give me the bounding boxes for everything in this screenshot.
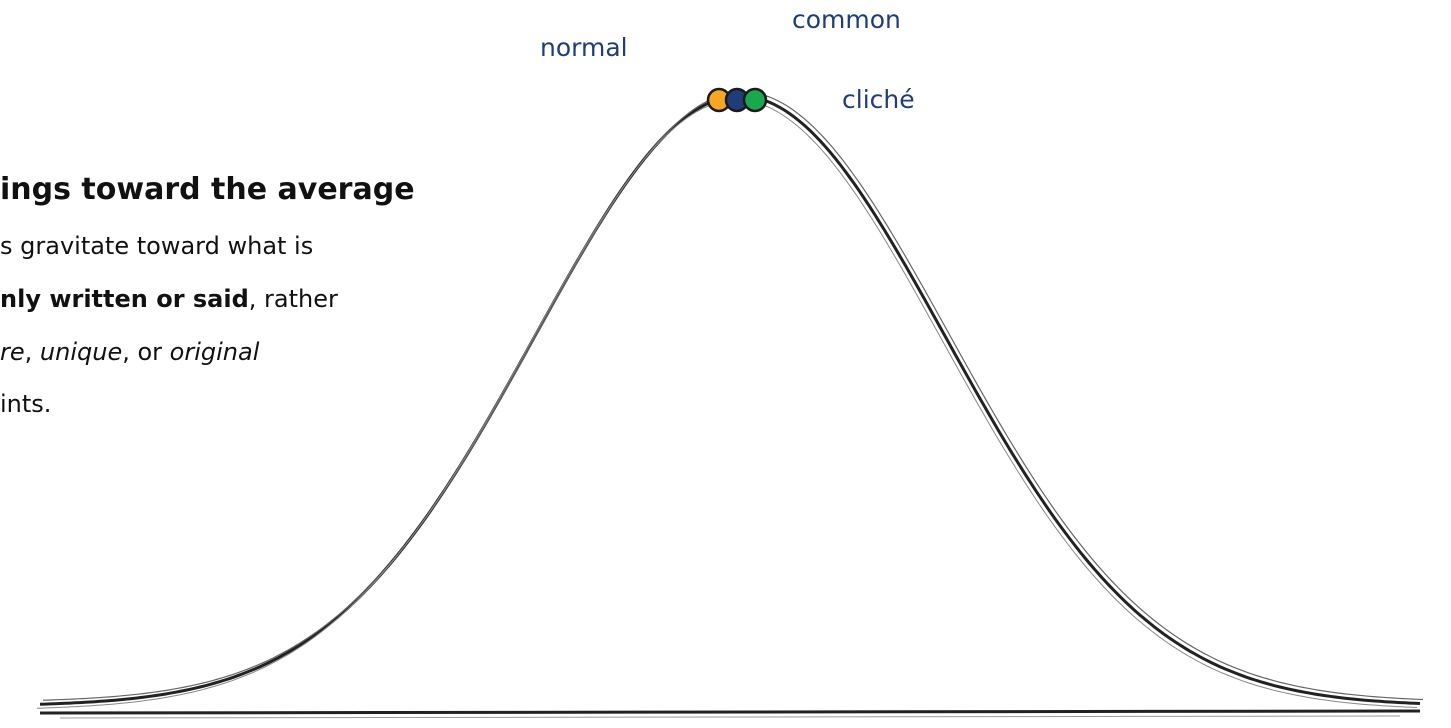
dot-green [742, 87, 768, 113]
text-run: , rather [248, 285, 338, 313]
text-run: s gravitate toward what is [0, 232, 314, 260]
text-run: original [169, 338, 260, 366]
baseline-sketch [59, 715, 1401, 719]
body-line: nly written or said, rather [0, 285, 338, 313]
body-line: re, unique, or original [0, 338, 259, 366]
text-run: ints. [0, 390, 52, 418]
label-common: common [792, 5, 901, 34]
baseline [39, 709, 1421, 715]
text-run: re [0, 338, 25, 366]
text-run: unique [39, 338, 123, 366]
text-run: nly written or said [0, 285, 249, 313]
label-cliche: cliché [842, 85, 915, 114]
body-line: s gravitate toward what is [0, 232, 313, 260]
heading: ings toward the average [0, 172, 415, 207]
body-line: ints. [0, 390, 51, 418]
text-run: , [24, 338, 40, 366]
text-run: , or [122, 338, 170, 366]
label-normal: normal [540, 33, 628, 62]
